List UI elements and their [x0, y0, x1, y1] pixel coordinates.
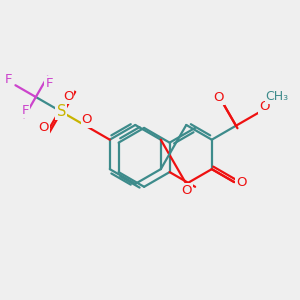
Text: O: O — [236, 176, 247, 189]
Text: O: O — [213, 91, 224, 104]
Text: O: O — [181, 184, 191, 197]
Text: F: F — [22, 104, 29, 117]
Text: CH₃: CH₃ — [266, 90, 289, 103]
Text: O: O — [259, 100, 269, 113]
Text: S: S — [57, 104, 66, 119]
Text: O: O — [63, 90, 74, 103]
Text: F: F — [5, 74, 13, 86]
Text: F: F — [45, 76, 53, 90]
Text: O: O — [39, 121, 49, 134]
Text: O: O — [82, 113, 92, 127]
